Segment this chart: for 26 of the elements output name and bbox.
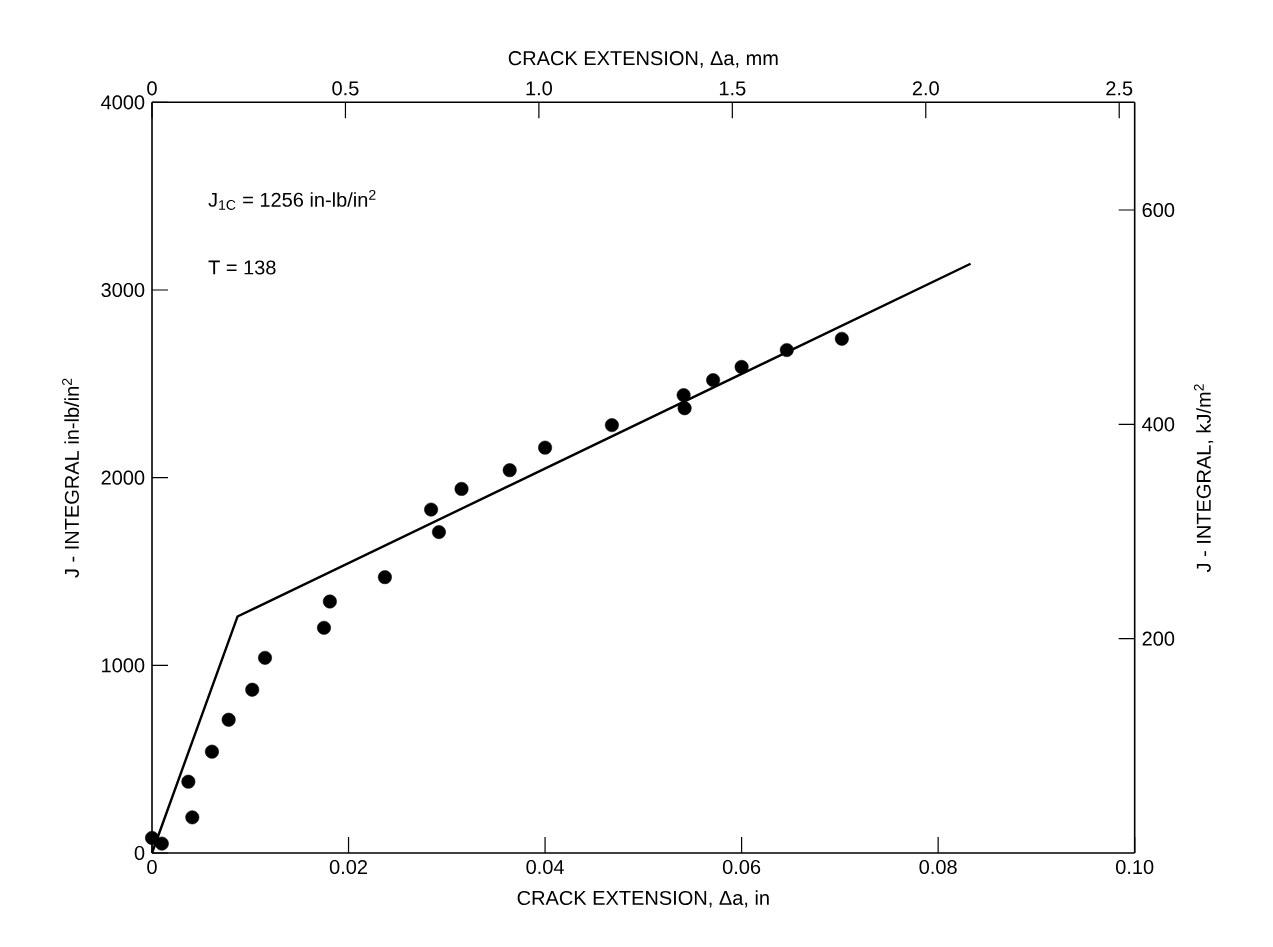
x-tick-label: 0 (147, 859, 157, 875)
x2-tick-label: 2.0 (912, 81, 939, 96)
x2-tick-label: 1.5 (719, 81, 746, 96)
x-tick-label: 0.08 (919, 859, 957, 875)
y2-tick-label: 200 (1142, 631, 1175, 646)
x2-tick-label: 0 (147, 81, 157, 96)
y2-axis-title: J - INTEGRAL, kJ/m$^{2}$ (1193, 384, 1214, 573)
y-tick-label: 2000 (101, 470, 145, 485)
x-tick-label: 0.04 (526, 859, 564, 875)
x2-tick-label: 2.5 (1106, 81, 1133, 96)
y-tick-label: 4000 (101, 95, 145, 110)
y-axis-title: J - INTEGRAL in-lb/in$^{2}$ (62, 378, 79, 578)
x-tick-label: 0.02 (329, 859, 367, 875)
x2-axis-title: CRACK EXTENSION, Δa, mm (508, 51, 778, 68)
y2-tick-label: 600 (1142, 202, 1175, 218)
y-tick-label: 3000 (101, 282, 145, 298)
x-tick-label: 0.10 (1115, 859, 1154, 875)
y-tick-label: 1000 (102, 658, 145, 673)
x2-tick-label: 1.0 (526, 81, 552, 96)
annotation: J$_{1C}$ = 1256 in-lb/in$^{2}$ (208, 189, 376, 210)
y2-tick-label: 400 (1142, 417, 1175, 432)
x-axis-title: CRACK EXTENSION, Δa, in (517, 890, 769, 908)
x-tick-label: 0.06 (722, 859, 761, 875)
x2-tick-label: 0.5 (332, 81, 359, 96)
y-tick-label: 0 (134, 845, 145, 861)
annotation: T = 138 (208, 260, 276, 275)
